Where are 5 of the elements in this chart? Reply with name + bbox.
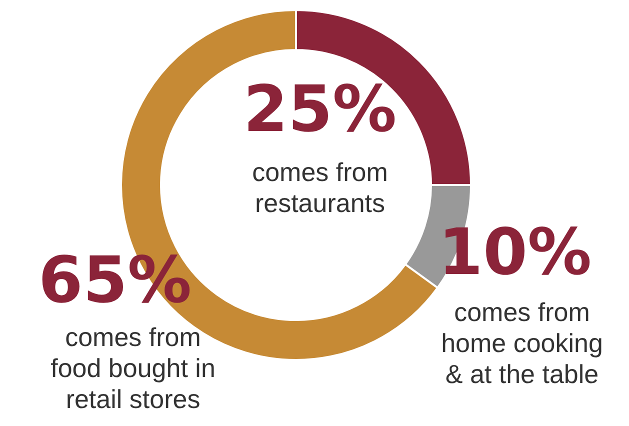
data-label: 10% xyxy=(438,216,592,290)
data-label: 25% xyxy=(243,73,397,147)
slice-label: comes from restaurants xyxy=(252,157,388,218)
slice-label: comes from food bought in retail stores xyxy=(50,322,216,414)
slice-label: comes from home cooking & at the table xyxy=(441,297,603,389)
